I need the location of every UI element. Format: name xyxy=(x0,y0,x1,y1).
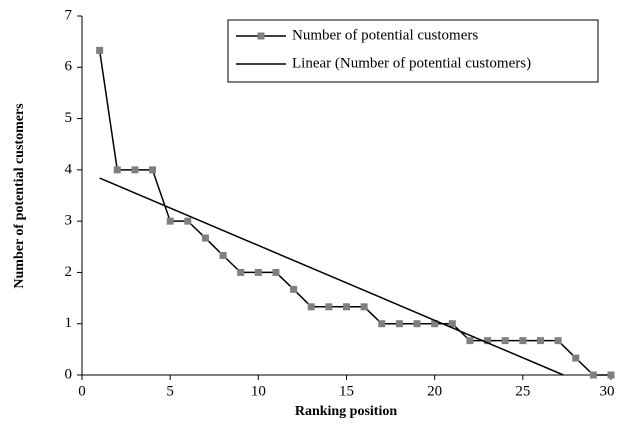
marker xyxy=(201,234,209,242)
y-tick-label: 4 xyxy=(65,161,73,177)
x-tick-label: 5 xyxy=(166,383,174,399)
marker xyxy=(378,320,386,328)
y-tick-label: 2 xyxy=(65,264,73,280)
marker xyxy=(272,268,280,276)
x-tick-label: 10 xyxy=(251,383,266,399)
y-tick-label: 6 xyxy=(65,59,73,75)
marker xyxy=(519,337,527,345)
marker xyxy=(589,371,597,379)
marker xyxy=(166,217,174,225)
marker xyxy=(448,320,456,328)
marker xyxy=(360,303,368,311)
x-axis-title: Ranking position xyxy=(295,404,398,419)
x-tick-label: 25 xyxy=(515,383,530,399)
x-tick-label: 30 xyxy=(600,383,615,399)
legend-label: Linear (Number of potential customers) xyxy=(292,55,531,71)
x-tick-label: 15 xyxy=(339,383,354,399)
marker xyxy=(325,303,333,311)
marker xyxy=(290,285,298,293)
marker xyxy=(413,320,421,328)
marker xyxy=(554,337,562,345)
marker xyxy=(466,337,474,345)
legend-box xyxy=(227,19,599,83)
marker xyxy=(237,268,245,276)
marker xyxy=(219,252,227,260)
marker xyxy=(501,337,509,345)
marker xyxy=(307,303,315,311)
marker xyxy=(484,337,492,345)
legend-label: Number of potential customers xyxy=(292,27,478,43)
marker xyxy=(536,337,544,345)
marker xyxy=(184,217,192,225)
marker xyxy=(607,371,615,379)
y-tick-label: 0 xyxy=(65,366,73,382)
y-tick-label: 5 xyxy=(65,110,73,126)
marker xyxy=(149,166,157,174)
marker xyxy=(113,166,121,174)
marker xyxy=(131,166,139,174)
series-line xyxy=(98,50,611,376)
marker xyxy=(254,268,262,276)
marker xyxy=(572,354,580,362)
y-axis-title: Number of potential customers xyxy=(12,103,27,289)
x-tick-label: 20 xyxy=(427,383,442,399)
y-tick-label: 1 xyxy=(65,315,73,331)
series-line xyxy=(99,177,564,376)
marker xyxy=(343,303,350,311)
marker xyxy=(395,320,403,328)
legend-marker xyxy=(257,32,265,40)
marker xyxy=(96,46,104,54)
y-tick-label: 3 xyxy=(65,213,73,229)
x-tick-label: 0 xyxy=(78,383,86,399)
y-tick-label: 7 xyxy=(65,7,73,23)
marker xyxy=(431,320,439,328)
